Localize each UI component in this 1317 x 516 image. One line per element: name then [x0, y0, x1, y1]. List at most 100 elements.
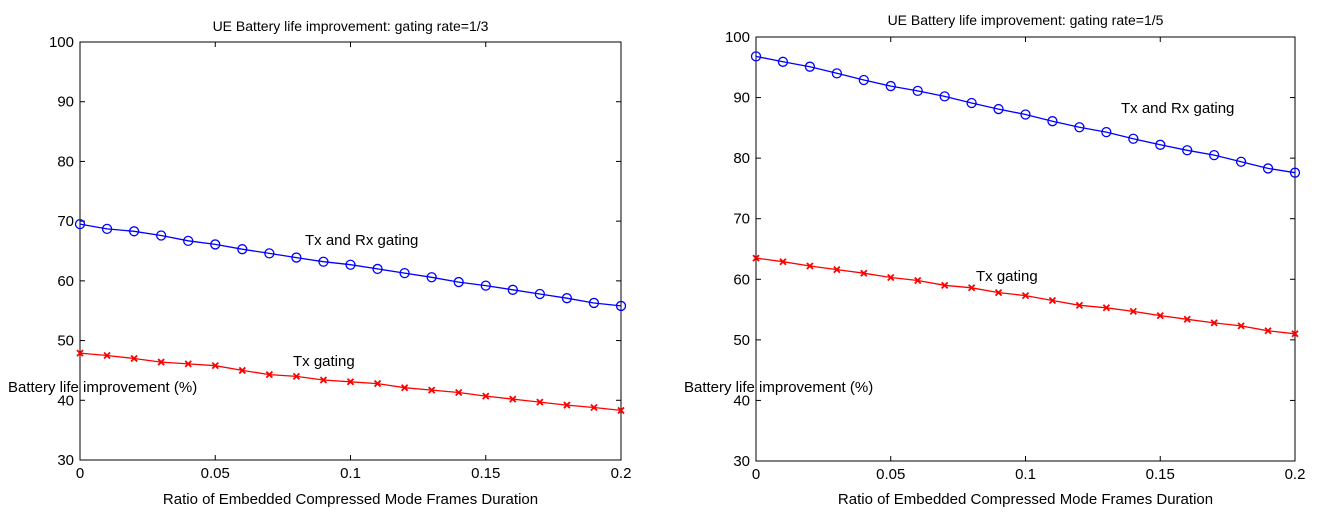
data-point [130, 354, 138, 363]
data-point [590, 403, 598, 412]
data-point [1048, 296, 1057, 305]
data-point [318, 256, 329, 267]
data-point [184, 360, 192, 368]
x-tick-label: 0.15 [1146, 466, 1175, 483]
x-tick-label: 0 [76, 465, 84, 482]
data-point [914, 276, 922, 285]
data-point [1128, 133, 1139, 144]
data-point [373, 379, 382, 388]
chart-title: UE Battery life improvement: gating rate… [213, 18, 489, 34]
chart-title: UE Battery life improvement: gating rate… [888, 12, 1164, 28]
series-line [755, 55, 1296, 174]
data-point [831, 68, 842, 79]
y-tick-label: 100 [725, 29, 750, 46]
data-point [1209, 149, 1220, 161]
series-line [79, 223, 622, 307]
x-tick-label: 0.15 [471, 465, 500, 482]
data-point [994, 288, 1003, 297]
y-tick-label: 50 [57, 333, 74, 350]
data-point [534, 288, 545, 300]
data-point [1183, 315, 1191, 323]
data-point [885, 80, 896, 92]
y-tick-label: 100 [49, 34, 74, 51]
data-point [941, 281, 949, 289]
data-point [1021, 292, 1030, 300]
data-point [482, 392, 490, 400]
data-point [1156, 311, 1164, 320]
chart-1: UE Battery life improvement: gating rate… [8, 18, 631, 508]
data-point [806, 262, 814, 270]
data-point [617, 406, 625, 415]
x-tick-label: 0.2 [611, 465, 632, 482]
data-point [966, 97, 977, 109]
x-tick-label: 0 [752, 466, 760, 483]
data-point [183, 235, 194, 246]
annotation: Tx and Rx gating [1121, 100, 1234, 117]
annotation: Tx gating [976, 268, 1038, 285]
y-tick-label: 70 [57, 213, 74, 230]
data-point [967, 284, 976, 292]
data-point [291, 252, 302, 263]
data-point [536, 398, 544, 406]
data-point [1155, 139, 1166, 150]
y-axis-label: Battery life improvement (%) [684, 379, 873, 396]
x-tick-label: 0.2 [1285, 466, 1306, 483]
data-point [1101, 126, 1112, 138]
y-tick-label: 90 [733, 90, 750, 107]
data-point [157, 358, 165, 366]
data-point [74, 218, 86, 230]
data-point [1237, 322, 1245, 330]
series-1 [750, 51, 1301, 178]
data-point [912, 85, 923, 97]
chart-2: UE Battery life improvement: gating rate… [684, 12, 1305, 508]
series-2 [76, 349, 625, 415]
annotation: Tx gating [293, 353, 355, 370]
data-point [1075, 301, 1084, 309]
data-point [426, 272, 437, 283]
series-1 [74, 218, 627, 312]
y-tick-label: 40 [733, 392, 750, 409]
y-tick-label: 60 [733, 271, 750, 288]
data-point [1020, 109, 1031, 120]
data-point [509, 395, 517, 403]
data-point [1264, 327, 1272, 335]
y-tick-label: 30 [733, 453, 750, 470]
x-tick-label: 0.05 [201, 465, 230, 482]
data-point [1289, 167, 1301, 178]
plot-frame [79, 41, 622, 461]
data-point [103, 351, 111, 360]
data-point [455, 388, 463, 397]
data-point [750, 51, 762, 62]
y-tick-label: 50 [733, 332, 750, 349]
data-point [507, 284, 518, 295]
data-point [939, 91, 950, 102]
data-point [399, 267, 410, 279]
data-point [264, 248, 275, 259]
data-point [480, 280, 491, 291]
plot-frame [755, 36, 1296, 462]
x-tick-label: 0.05 [876, 466, 905, 483]
data-point [887, 273, 895, 282]
data-point [345, 259, 356, 270]
data-point [101, 223, 113, 235]
data-point [428, 386, 436, 394]
y-tick-label: 70 [733, 211, 750, 228]
y-tick-label: 40 [57, 392, 74, 409]
series-2 [752, 254, 1299, 338]
x-tick-label: 0.1 [1015, 466, 1036, 483]
data-point [238, 366, 246, 375]
data-point [1262, 163, 1274, 174]
data-point [860, 269, 868, 277]
data-point [1074, 122, 1085, 133]
data-point [779, 258, 787, 266]
data-point [1129, 307, 1137, 316]
data-point [76, 349, 84, 357]
data-point [210, 239, 221, 250]
x-tick-label: 0.1 [340, 465, 361, 482]
y-tick-label: 80 [733, 150, 750, 167]
data-point [211, 362, 219, 370]
x-axis-label: Ratio of Embedded Compressed Mode Frames… [838, 491, 1213, 508]
data-point [1235, 156, 1247, 167]
data-point [319, 376, 328, 384]
data-point [777, 56, 789, 67]
